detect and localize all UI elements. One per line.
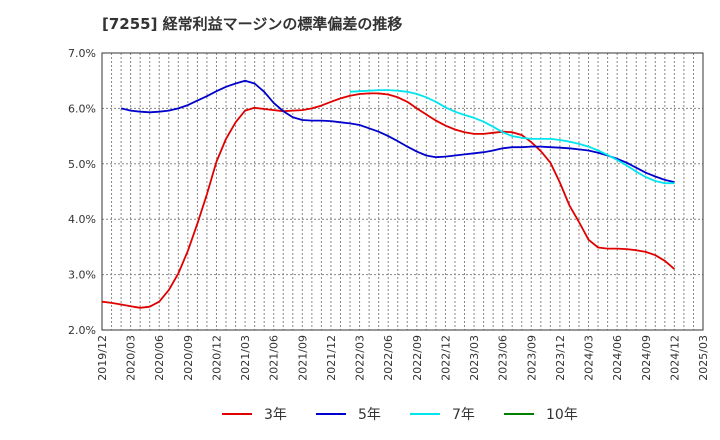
x-tick-label: 2022/09	[411, 335, 424, 381]
y-tick-label: 3.0%	[68, 269, 96, 282]
x-tick-label: 2023/09	[525, 335, 538, 381]
legend: 3年 5年 7年 10年	[222, 407, 578, 423]
x-tick-label: 2022/03	[354, 335, 367, 381]
x-tick-label: 2024/09	[640, 335, 653, 381]
x-tick-label: 2022/12	[439, 335, 452, 381]
x-tick-label: 2021/12	[325, 335, 338, 381]
y-tick-label: 6.0%	[68, 102, 96, 115]
x-tick-label: 2024/03	[583, 335, 596, 381]
x-tick-label: 2023/12	[554, 335, 567, 381]
y-tick-label: 7.0%	[68, 47, 96, 60]
plot-background	[102, 53, 703, 330]
y-tick-label: 2.0%	[68, 324, 96, 337]
x-tick-label: 2021/09	[296, 335, 309, 381]
legend-label-10年: 10年	[546, 407, 578, 423]
legend-label-7年: 7年	[452, 407, 475, 423]
y-tick-label: 5.0%	[68, 158, 96, 171]
chart-title: [7255] 経常利益マージンの標準偏差の推移	[102, 15, 403, 33]
x-axis-tick-labels: 2019/12 2020/03 2020/06 2020/09 2020/12 2021/…	[96, 335, 710, 381]
x-tick-label: 2022/06	[382, 335, 395, 381]
series-line-5年	[120, 79, 675, 183]
legend-label-5年: 5年	[358, 407, 381, 423]
x-tick-label: 2020/09	[182, 335, 195, 381]
x-tick-label: 2023/06	[497, 335, 510, 381]
x-tick-label: 2019/12	[96, 335, 109, 381]
plot-frame	[101, 52, 704, 331]
series-line-7年	[349, 89, 675, 185]
x-tick-label: 2021/03	[239, 335, 252, 381]
x-tick-label: 2021/06	[268, 335, 281, 381]
y-axis-tick-labels: 2.0% 3.0% 4.0% 5.0% 6.0% 7.0%	[68, 47, 96, 337]
y-tick-label: 4.0%	[68, 213, 96, 226]
x-tick-label: 2023/03	[468, 335, 481, 381]
x-tick-label: 2020/06	[153, 335, 166, 381]
x-tick-label: 2020/12	[210, 335, 223, 381]
x-tick-label: 2025/03	[697, 335, 710, 381]
series-line-3年	[101, 92, 675, 309]
x-tick-label: 2024/12	[668, 335, 681, 381]
x-tick-label: 2024/06	[611, 335, 624, 381]
x-tick-label: 2020/03	[125, 335, 138, 381]
series-lines	[101, 79, 675, 309]
legend-label-3年: 3年	[264, 407, 287, 423]
